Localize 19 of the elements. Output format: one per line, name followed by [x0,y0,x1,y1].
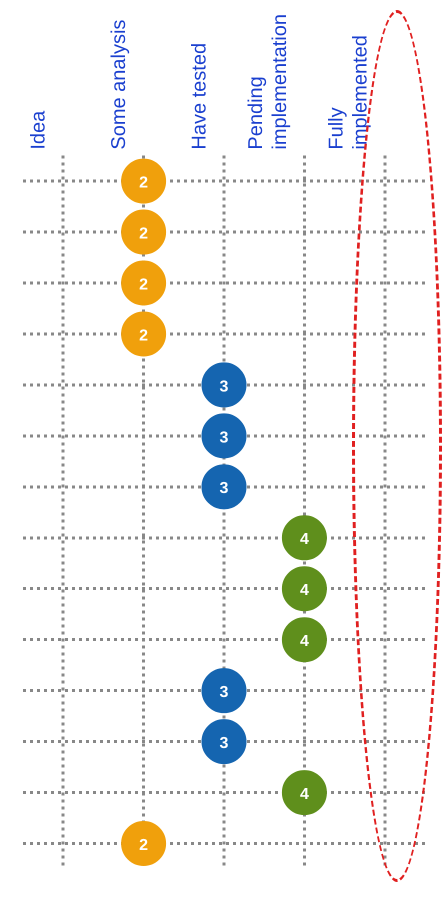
data-label: 4 [300,786,309,803]
data-label: 2 [139,836,148,854]
x-tick-label: Have tested [188,42,211,150]
data-label: 4 [300,531,309,548]
data-label: 4 [300,633,309,650]
x-tick-label: Pending implementation [244,14,291,150]
data-label: 2 [139,327,148,344]
x-tick-label: Some analysis [108,20,130,150]
x-tick-label: Idea [28,110,50,150]
data-label: 3 [220,480,229,498]
data-label: 3 [220,378,229,396]
x-tick-label: Fully implemented [325,35,372,150]
data-label: 3 [220,735,229,752]
data-label: 3 [220,684,229,702]
data-label: 2 [139,225,148,242]
data-label: 2 [139,276,148,294]
data-label: 4 [300,582,309,600]
data-label: 3 [220,429,229,446]
data-label: 2 [139,174,148,192]
